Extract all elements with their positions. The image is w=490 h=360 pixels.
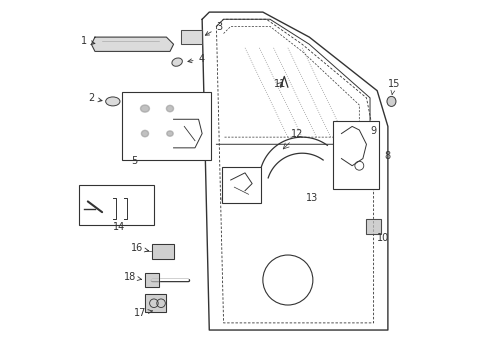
FancyBboxPatch shape: [181, 30, 202, 44]
Text: 8: 8: [384, 150, 391, 161]
Text: 1: 1: [81, 36, 95, 46]
Text: 10: 10: [377, 233, 390, 243]
FancyBboxPatch shape: [145, 294, 167, 312]
FancyBboxPatch shape: [79, 185, 154, 225]
Ellipse shape: [172, 58, 182, 66]
Text: 12: 12: [292, 129, 304, 139]
Ellipse shape: [142, 130, 148, 137]
FancyBboxPatch shape: [367, 219, 381, 234]
Text: 15: 15: [388, 79, 400, 95]
FancyBboxPatch shape: [333, 121, 379, 189]
Text: 4: 4: [188, 54, 205, 64]
Text: 16: 16: [131, 243, 148, 253]
Text: 18: 18: [123, 272, 142, 282]
FancyBboxPatch shape: [152, 244, 173, 258]
FancyBboxPatch shape: [122, 93, 211, 160]
Ellipse shape: [167, 131, 173, 136]
FancyBboxPatch shape: [145, 273, 159, 287]
Text: 11: 11: [273, 79, 286, 89]
FancyBboxPatch shape: [222, 167, 261, 203]
Text: 7: 7: [229, 189, 237, 198]
Text: 13: 13: [306, 193, 318, 203]
Text: 17: 17: [134, 308, 152, 318]
Text: 6: 6: [220, 195, 226, 205]
Ellipse shape: [106, 97, 120, 106]
Text: 9: 9: [370, 126, 376, 136]
Text: 5: 5: [131, 156, 137, 166]
Text: 3: 3: [205, 22, 222, 35]
Ellipse shape: [167, 105, 173, 112]
Ellipse shape: [141, 105, 149, 112]
Text: 14: 14: [113, 222, 125, 232]
Polygon shape: [92, 37, 173, 51]
Ellipse shape: [387, 96, 396, 107]
Text: 2: 2: [88, 93, 102, 103]
